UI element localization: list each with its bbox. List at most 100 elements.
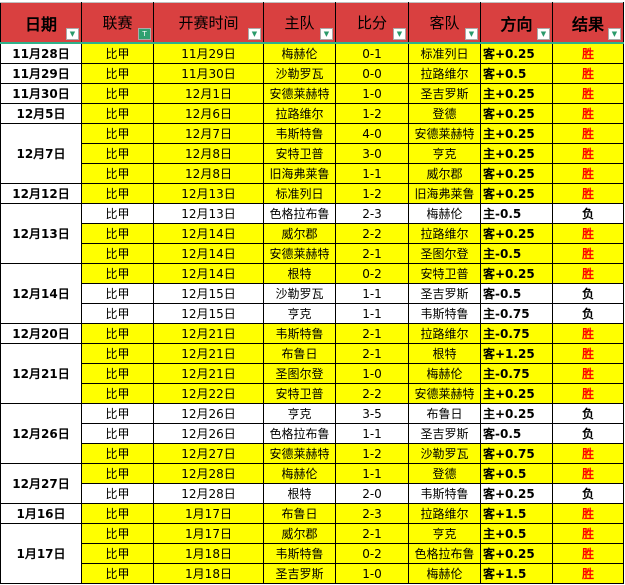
direction-cell[interactable]: 客+0.75: [480, 443, 553, 464]
score-cell[interactable]: 1-2: [335, 103, 409, 124]
away-team-cell[interactable]: 韦斯特鲁: [408, 303, 481, 324]
league-cell[interactable]: 比甲: [81, 323, 154, 344]
home-team-cell[interactable]: 韦斯特鲁: [263, 543, 336, 564]
league-cell[interactable]: 比甲: [81, 63, 154, 84]
direction-cell[interactable]: 客+0.5: [480, 63, 553, 84]
league-cell[interactable]: 比甲: [81, 383, 154, 404]
time-cell[interactable]: 12月15日: [153, 303, 264, 324]
home-team-cell[interactable]: 韦斯特鲁: [263, 123, 336, 144]
filter-dropdown-icon[interactable]: ▼: [537, 28, 550, 40]
time-cell[interactable]: 12月15日: [153, 283, 264, 304]
league-cell[interactable]: 比甲: [81, 503, 154, 524]
away-team-cell[interactable]: 亨克: [408, 143, 481, 164]
date-cell[interactable]: 12月5日: [0, 103, 82, 124]
league-cell[interactable]: 比甲: [81, 203, 154, 224]
league-cell[interactable]: 比甲: [81, 143, 154, 164]
score-cell[interactable]: 1-1: [335, 283, 409, 304]
direction-cell[interactable]: 主-0.75: [480, 303, 553, 324]
league-cell[interactable]: 比甲: [81, 563, 154, 584]
direction-cell[interactable]: 客+0.25: [480, 483, 553, 504]
away-team-cell[interactable]: 韦斯特鲁: [408, 483, 481, 504]
date-cell[interactable]: 12月26日: [0, 403, 82, 464]
home-team-cell[interactable]: 圣吉罗斯: [263, 563, 336, 584]
away-team-cell[interactable]: 安德莱赫特: [408, 123, 481, 144]
away-team-cell[interactable]: 梅赫伦: [408, 203, 481, 224]
result-cell[interactable]: 胜: [552, 503, 624, 524]
direction-cell[interactable]: 客+1.5: [480, 563, 553, 584]
direction-cell[interactable]: 主-0.5: [480, 203, 553, 224]
score-cell[interactable]: 2-3: [335, 203, 409, 224]
result-cell[interactable]: 胜: [552, 383, 624, 404]
home-team-cell[interactable]: 圣图尔登: [263, 363, 336, 384]
direction-cell[interactable]: 主-0.75: [480, 363, 553, 384]
time-cell[interactable]: 1月17日: [153, 503, 264, 524]
time-cell[interactable]: 11月30日: [153, 63, 264, 84]
score-cell[interactable]: 1-1: [335, 163, 409, 184]
away-team-cell[interactable]: 色格拉布鲁: [408, 543, 481, 564]
time-cell[interactable]: 12月28日: [153, 463, 264, 484]
direction-cell[interactable]: 客+1.25: [480, 343, 553, 364]
score-cell[interactable]: 1-2: [335, 183, 409, 204]
result-cell[interactable]: 胜: [552, 563, 624, 584]
home-team-cell[interactable]: 色格拉布鲁: [263, 423, 336, 444]
league-cell[interactable]: 比甲: [81, 42, 154, 64]
time-cell[interactable]: 12月13日: [153, 183, 264, 204]
direction-cell[interactable]: 客+0.25: [480, 163, 553, 184]
away-team-cell[interactable]: 登德: [408, 103, 481, 124]
filter-dropdown-icon[interactable]: ▼: [248, 28, 261, 40]
home-team-cell[interactable]: 根特: [263, 263, 336, 284]
score-cell[interactable]: 0-1: [335, 42, 409, 64]
away-team-cell[interactable]: 亨克: [408, 523, 481, 544]
home-team-cell[interactable]: 布鲁日: [263, 503, 336, 524]
result-cell[interactable]: 负: [552, 303, 624, 324]
direction-cell[interactable]: 客-0.5: [480, 283, 553, 304]
result-cell[interactable]: 负: [552, 203, 624, 224]
result-cell[interactable]: 胜: [552, 343, 624, 364]
score-cell[interactable]: 0-2: [335, 263, 409, 284]
league-cell[interactable]: 比甲: [81, 443, 154, 464]
result-cell[interactable]: 胜: [552, 523, 624, 544]
result-cell[interactable]: 胜: [552, 323, 624, 344]
home-team-cell[interactable]: 布鲁日: [263, 343, 336, 364]
home-team-cell[interactable]: 沙勒罗瓦: [263, 283, 336, 304]
league-cell[interactable]: 比甲: [81, 163, 154, 184]
score-cell[interactable]: 4-0: [335, 123, 409, 144]
away-team-cell[interactable]: 拉路维尔: [408, 63, 481, 84]
score-cell[interactable]: 3-0: [335, 143, 409, 164]
score-cell[interactable]: 2-2: [335, 223, 409, 244]
filter-dropdown-icon[interactable]: ▼: [66, 28, 79, 40]
score-cell[interactable]: 2-2: [335, 383, 409, 404]
league-cell[interactable]: 比甲: [81, 263, 154, 284]
time-cell[interactable]: 12月6日: [153, 103, 264, 124]
time-cell[interactable]: 12月8日: [153, 163, 264, 184]
result-cell[interactable]: 胜: [552, 163, 624, 184]
date-cell[interactable]: 1月16日: [0, 503, 82, 524]
score-cell[interactable]: 2-1: [335, 523, 409, 544]
away-team-cell[interactable]: 安特卫普: [408, 263, 481, 284]
home-team-cell[interactable]: 安德莱赫特: [263, 243, 336, 264]
time-cell[interactable]: 1月17日: [153, 523, 264, 544]
time-cell[interactable]: 12月14日: [153, 263, 264, 284]
score-cell[interactable]: 2-0: [335, 483, 409, 504]
result-cell[interactable]: 负: [552, 483, 624, 504]
result-cell[interactable]: 胜: [552, 223, 624, 244]
league-cell[interactable]: 比甲: [81, 183, 154, 204]
date-cell[interactable]: 11月30日: [0, 83, 82, 104]
league-cell[interactable]: 比甲: [81, 543, 154, 564]
home-team-cell[interactable]: 梅赫伦: [263, 463, 336, 484]
direction-cell[interactable]: 主-0.75: [480, 323, 553, 344]
home-team-cell[interactable]: 韦斯特鲁: [263, 323, 336, 344]
home-team-cell[interactable]: 亨克: [263, 403, 336, 424]
score-cell[interactable]: 1-1: [335, 423, 409, 444]
date-cell[interactable]: 12月14日: [0, 263, 82, 324]
time-cell[interactable]: 12月26日: [153, 423, 264, 444]
score-cell[interactable]: 2-1: [335, 323, 409, 344]
league-cell[interactable]: 比甲: [81, 123, 154, 144]
result-cell[interactable]: 负: [552, 403, 624, 424]
league-cell[interactable]: 比甲: [81, 223, 154, 244]
direction-cell[interactable]: 主-0.5: [480, 243, 553, 264]
time-cell[interactable]: 12月22日: [153, 383, 264, 404]
away-team-cell[interactable]: 拉路维尔: [408, 323, 481, 344]
league-cell[interactable]: 比甲: [81, 303, 154, 324]
direction-cell[interactable]: 客+0.25: [480, 183, 553, 204]
